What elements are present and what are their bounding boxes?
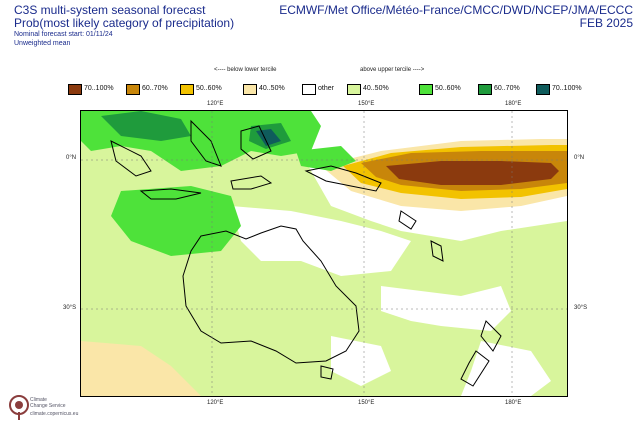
legend-swatch — [68, 84, 82, 95]
lat-tick-right: 30°S — [574, 305, 588, 311]
legend-label: 60..70% — [494, 85, 520, 92]
forecast-start: Nominal forecast start: 01/11/24 — [14, 31, 113, 38]
region-other — [331, 336, 391, 386]
lat-tick-left: 0°N — [66, 155, 77, 161]
title-block: C3S multi-system seasonal forecast Prob(… — [14, 4, 234, 48]
lon-tick-top: 150°E — [358, 101, 375, 107]
lat-tick-left: 30°S — [63, 305, 77, 311]
lon-tick-bottom: 180°E — [505, 400, 522, 406]
coastlines — [110, 119, 502, 387]
region-above-60 — [101, 111, 191, 141]
legend-label: 40..50% — [363, 85, 389, 92]
graticule — [81, 111, 567, 396]
lon-tick-top: 180°E — [505, 101, 522, 107]
region-below-70 — [386, 161, 559, 185]
title-line1: C3S multi-system seasonal forecast — [14, 3, 206, 17]
lon-tick-bottom: 120°E — [207, 400, 224, 406]
legend-swatch — [302, 84, 316, 95]
region-above-50 — [111, 186, 241, 256]
legend-swatch — [478, 84, 492, 95]
legend-swatch — [243, 84, 257, 95]
legend-swatch — [180, 84, 194, 95]
legend-label: 60..70% — [142, 85, 168, 92]
legend-label: 70..100% — [552, 85, 582, 92]
title-line2: Prob(most likely category of precipitati… — [14, 16, 235, 30]
legend-below-label: <---- below lower tercile — [214, 67, 277, 73]
valid-month: FEB 2025 — [579, 16, 633, 30]
region-above-50 — [296, 146, 356, 171]
legend-label: other — [318, 85, 334, 92]
region-below-40 — [81, 341, 201, 396]
region-other — [231, 206, 411, 276]
climate-change-service-icon — [9, 395, 29, 420]
logo-line1: Climate — [30, 397, 47, 403]
map-svg — [81, 111, 567, 396]
logo-text: Climate Change Service climate.copernicu… — [30, 397, 78, 417]
region-other — [381, 286, 511, 331]
forecast-map — [80, 110, 568, 397]
title-right-block: ECMWF/Met Office/Météo-France/CMCC/DWD/N… — [279, 4, 633, 30]
centres-label: ECMWF/Met Office/Météo-France/CMCC/DWD/N… — [279, 3, 633, 17]
legend-swatch — [536, 84, 550, 95]
legend-swatch — [419, 84, 433, 95]
legend-swatch — [126, 84, 140, 95]
lon-tick-bottom: 150°E — [358, 400, 375, 406]
logo-url: climate.copernicus.eu — [30, 411, 79, 417]
lat-tick-right: 0°N — [574, 155, 585, 161]
legend-label: 70..100% — [84, 85, 114, 92]
region-other — [461, 341, 551, 396]
legend-label: 50..60% — [435, 85, 461, 92]
mean-type: Unweighted mean — [14, 40, 71, 47]
legend-swatch — [347, 84, 361, 95]
legend-label: 50..60% — [196, 85, 222, 92]
logo-line2: Change Service — [30, 403, 66, 409]
legend-above-label: above upper tercile ----> — [360, 67, 425, 73]
legend-label: 40..50% — [259, 85, 285, 92]
lon-tick-top: 120°E — [207, 101, 224, 107]
copernicus-logo — [8, 392, 30, 427]
